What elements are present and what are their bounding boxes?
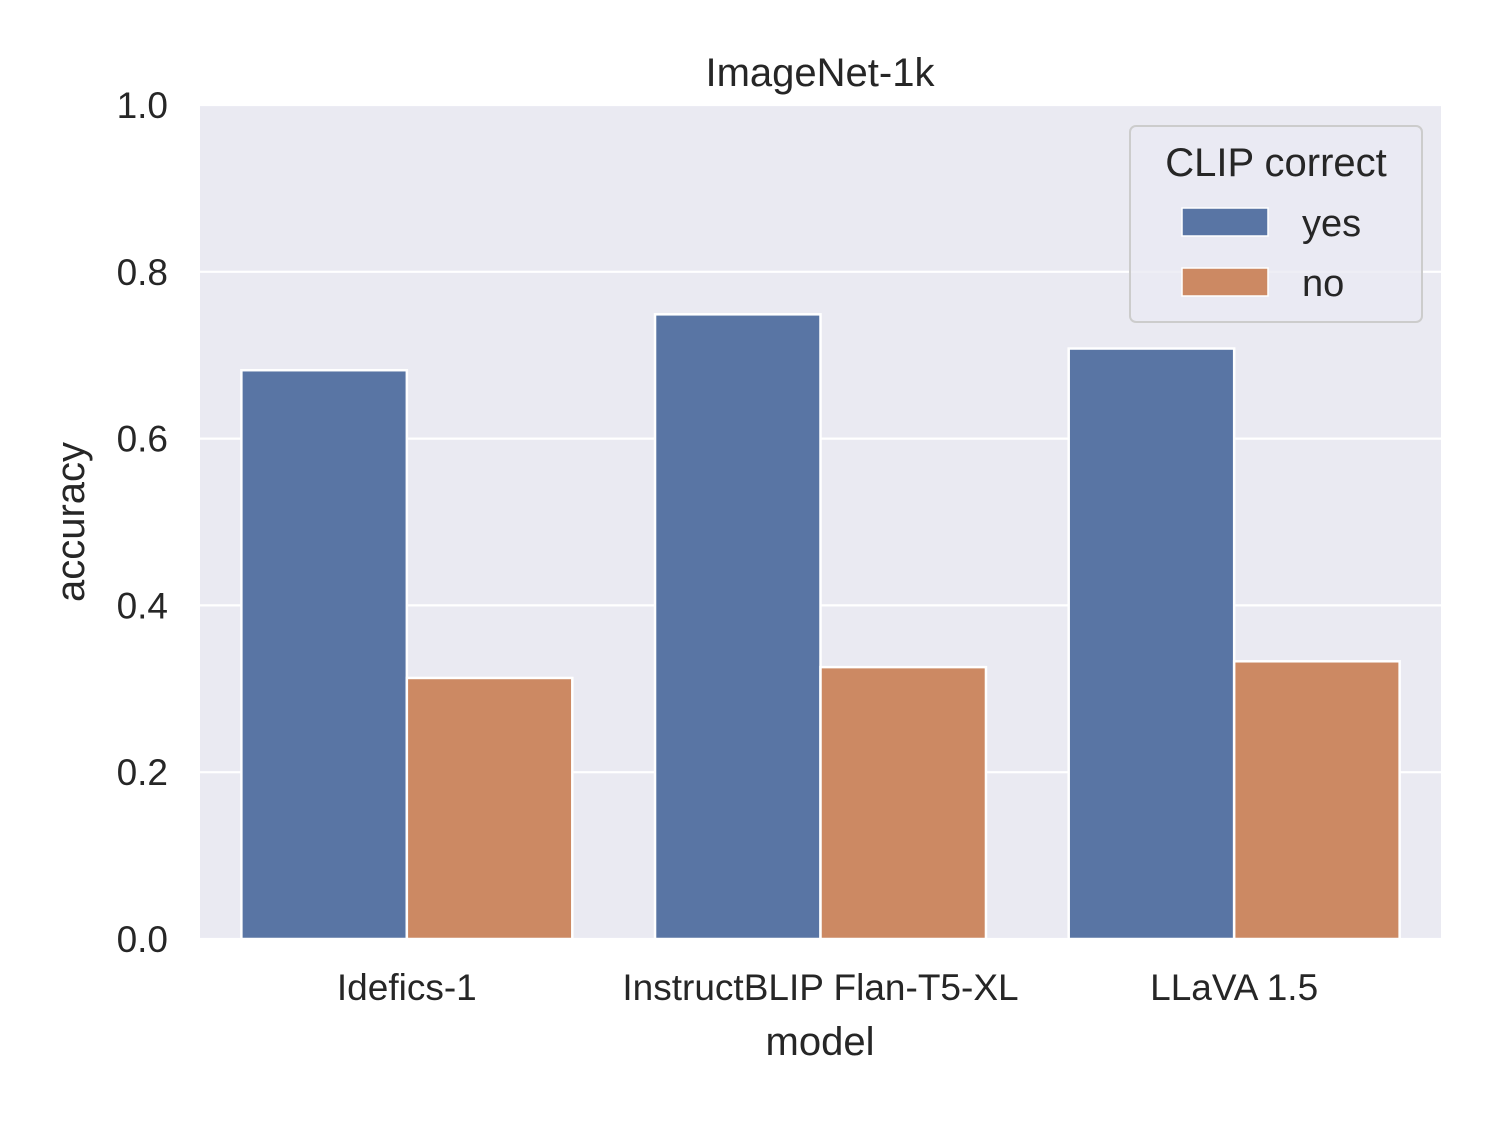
- legend-title: CLIP correct: [1165, 141, 1387, 185]
- y-tick-label: 0.4: [117, 585, 168, 626]
- x-tick-label: LLaVA 1.5: [1150, 967, 1318, 1008]
- bar-yes-2: [1067, 347, 1236, 941]
- legend: CLIP correct yes no: [1129, 125, 1423, 323]
- bar-no-1: [819, 665, 988, 941]
- chart-title: ImageNet-1k: [706, 51, 936, 95]
- bar-no-2: [1232, 660, 1401, 941]
- y-tick-label: 1.0: [117, 85, 168, 126]
- bar-no-0: [405, 676, 574, 941]
- legend-swatch-no: [1181, 267, 1269, 297]
- y-tick-label: 0.0: [117, 919, 168, 960]
- bars: [240, 313, 1401, 941]
- y-tick-label: 0.8: [117, 252, 168, 293]
- x-tick-label: Idefics-1: [337, 967, 477, 1008]
- y-tick-label: 0.2: [117, 752, 168, 793]
- legend-label-no: no: [1302, 263, 1344, 305]
- x-tick-label: InstructBLIP Flan-T5-XL: [622, 967, 1018, 1008]
- bar-yes-1: [653, 313, 822, 941]
- y-tick-label: 0.6: [117, 419, 168, 460]
- legend-swatch-yes: [1181, 207, 1269, 237]
- x-tick-labels: Idefics-1 InstructBLIP Flan-T5-XL LLaVA 1.…: [337, 967, 1318, 1008]
- bar-yes-0: [240, 368, 409, 941]
- legend-label-yes: yes: [1302, 203, 1361, 245]
- x-axis-label: model: [766, 1020, 875, 1064]
- y-axis-label: accuracy: [49, 442, 93, 602]
- y-tick-labels: 0.0 0.2 0.4 0.6 0.8 1.0: [117, 85, 168, 960]
